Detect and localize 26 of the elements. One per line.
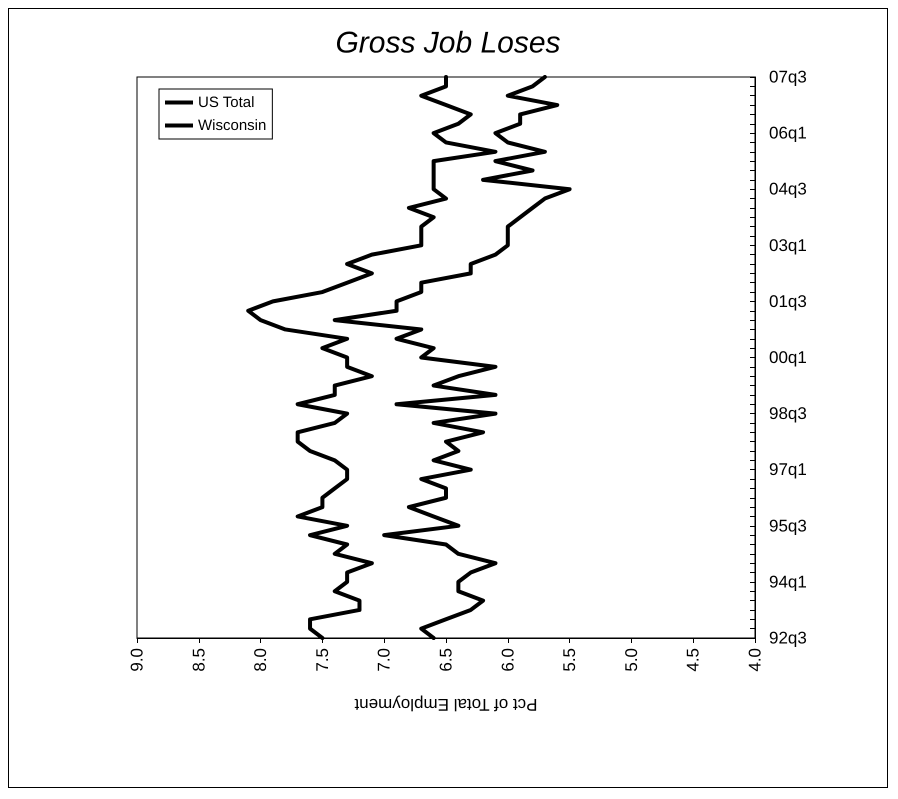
x-tick-label: 4.5 xyxy=(684,648,703,672)
x-axis-title: Pct of Total Employment xyxy=(354,695,538,714)
x-tick-label: 6.5 xyxy=(436,648,456,672)
x-tick-label: 8.0 xyxy=(251,648,270,672)
y-tick-label: 03q1 xyxy=(769,236,807,255)
x-tick-label: 7.5 xyxy=(312,648,332,672)
chart-title: Gross Job Loses xyxy=(335,26,561,60)
x-tick-label: 4.0 xyxy=(746,648,764,672)
x-tick-label: 7.0 xyxy=(374,648,394,672)
y-tick-label: 97q1 xyxy=(769,460,807,480)
legend-label: Wisconsin xyxy=(198,117,266,134)
y-tick-label: 98q3 xyxy=(769,404,807,424)
x-tick-label: 5.0 xyxy=(622,648,641,672)
y-tick-label: 95q3 xyxy=(769,516,807,536)
y-tick-label: 94q1 xyxy=(769,572,807,592)
y-tick-label: 04q3 xyxy=(769,180,807,199)
x-tick-label: 8.5 xyxy=(189,648,208,672)
x-tick-label: 9.0 xyxy=(128,648,146,672)
y-tick-label: 00q1 xyxy=(769,348,807,367)
x-tick-label: 6.0 xyxy=(498,648,518,672)
x-tick-label: 5.5 xyxy=(560,648,580,672)
y-tick-label: 01q3 xyxy=(769,292,807,311)
y-tick-label: 06q1 xyxy=(769,124,807,143)
legend-label: US Total xyxy=(198,94,254,111)
y-tick-label: 07q3 xyxy=(769,68,807,86)
y-tick-label: 92q3 xyxy=(769,628,807,648)
